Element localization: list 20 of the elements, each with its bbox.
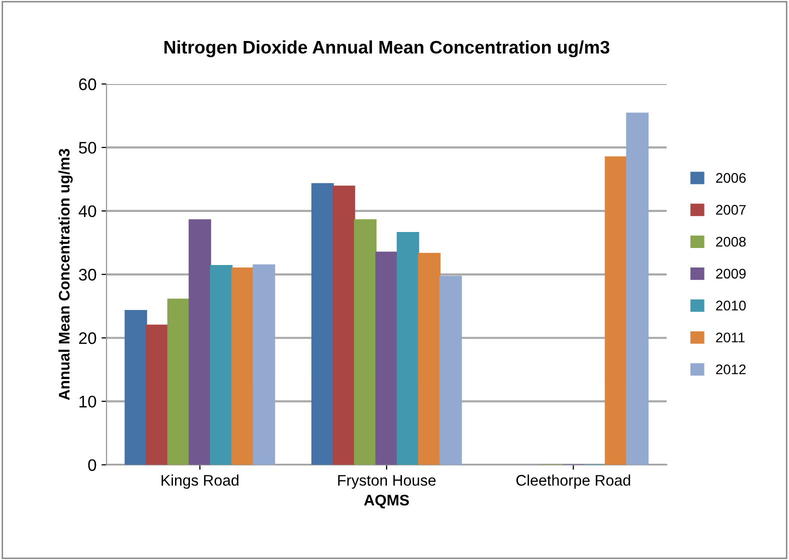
chart-title: Nitrogen Dioxide Annual Mean Concentration ug/m3 (164, 40, 610, 58)
y-tick-label: 0 (88, 459, 96, 472)
legend-label: 2012 (716, 364, 746, 374)
y-tick-label: 60 (79, 78, 96, 90)
legend-label: 2006 (716, 173, 746, 183)
y-tick-label: 40 (78, 205, 96, 218)
x-axis-title: AQMS (364, 494, 409, 508)
legend-label: 2010 (716, 300, 746, 310)
y-tick-label: 50 (78, 142, 96, 154)
legend-label: 2008 (716, 236, 746, 247)
y-tick-label: 20 (79, 332, 96, 344)
y-tick-label: 10 (80, 396, 96, 408)
y-axis-title: Annual Mean Concentration ug/m3 (58, 148, 73, 400)
x-tick-label: Cleethorpe Road (516, 474, 630, 489)
legend-label: 2009 (716, 268, 746, 279)
y-tick-label: 30 (78, 268, 96, 281)
legend-label: 2011 (716, 332, 745, 342)
legend-label: 2007 (716, 204, 746, 215)
x-tick-label: Fryston House (338, 475, 436, 489)
x-tick-label: Kings Road (162, 474, 238, 489)
